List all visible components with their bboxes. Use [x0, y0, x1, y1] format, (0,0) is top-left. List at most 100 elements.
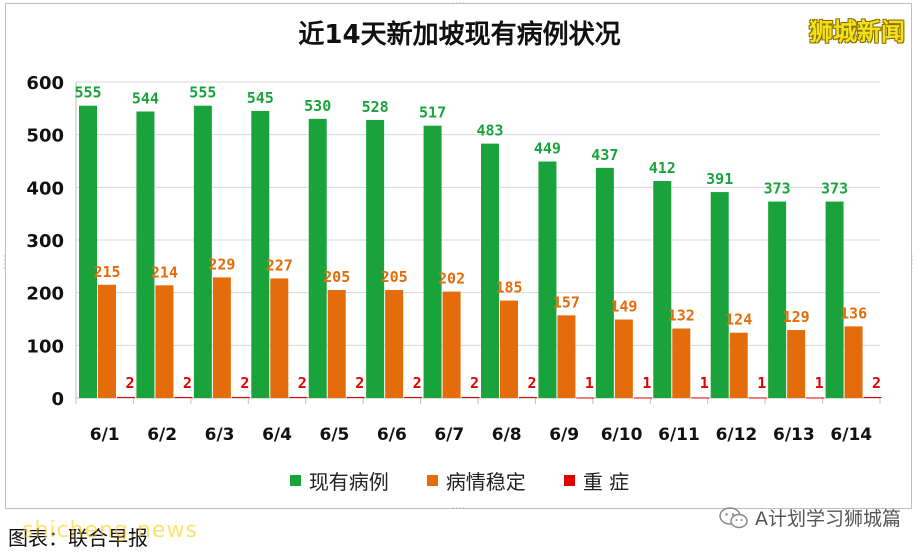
data-label-stable: 124 [725, 311, 752, 329]
bar-stable [787, 330, 806, 398]
y-tick-label: 500 [26, 126, 64, 147]
data-label-active: 517 [419, 104, 446, 122]
bar-stable [672, 328, 691, 398]
data-label-stable: 205 [381, 268, 408, 286]
bar-stable [212, 277, 231, 398]
data-label-stable: 229 [208, 255, 235, 273]
y-tick-label: 0 [51, 389, 64, 410]
x-tick-label: 6/8 [492, 425, 522, 445]
bar-active [366, 119, 385, 399]
bar-active [136, 111, 155, 398]
data-label-stable: 149 [610, 298, 637, 316]
legend-label-stable: 病情稳定 [445, 470, 526, 494]
data-label-critical: 2 [413, 374, 422, 392]
x-tick-label: 6/12 [716, 425, 758, 445]
bar-critical [633, 397, 652, 399]
x-tick-label: 6/4 [262, 425, 292, 445]
data-label-active: 483 [476, 122, 503, 140]
x-tick-label: 6/9 [549, 425, 579, 445]
x-tick-label: 6/11 [658, 425, 700, 445]
resize-handle-top[interactable]: ···· [451, 0, 467, 8]
data-label-stable: 214 [151, 263, 178, 281]
bar-stable [442, 291, 461, 398]
data-label-active: 555 [74, 84, 101, 102]
data-label-critical: 2 [125, 374, 134, 392]
x-tick-label: 6/13 [773, 425, 815, 445]
data-label-critical: 2 [470, 374, 479, 392]
bar-active [538, 161, 557, 398]
bar-critical [174, 396, 193, 398]
wechat-icon [719, 506, 748, 528]
bar-critical [691, 397, 710, 399]
data-label-active: 391 [706, 170, 733, 188]
chart-legend: 现有病例 病情稳定 重 症 [0, 466, 919, 495]
data-label-critical: 1 [815, 374, 824, 392]
bar-active [308, 118, 327, 398]
bar-active [251, 110, 270, 398]
y-tick-label: 200 [26, 284, 64, 305]
chart-title: 近14天新加坡现有病例状况 [298, 20, 621, 50]
legend-swatch-stable [426, 475, 438, 486]
legend-item-stable: 病情稳定 [426, 466, 526, 495]
x-tick-label: 6/10 [601, 425, 643, 445]
figure-caption: 图表：联合早报 [8, 526, 148, 550]
brand-label: A计划学习狮城篇 [755, 508, 901, 530]
data-label-critical: 1 [585, 374, 594, 392]
bar-critical [346, 396, 365, 398]
data-label-critical: 2 [527, 374, 536, 392]
data-label-critical: 2 [298, 374, 307, 392]
x-tick-label: 6/3 [205, 425, 235, 445]
bar-stable [844, 326, 863, 398]
legend-label-critical: 重 症 [582, 470, 630, 494]
data-label-critical: 1 [700, 374, 709, 392]
bar-active [595, 167, 614, 398]
legend-item-active: 现有病例 [289, 466, 389, 495]
bar-critical [404, 396, 423, 398]
legend-swatch-active [289, 475, 301, 486]
bar-stable [385, 290, 404, 398]
x-tick-label: 6/1 [90, 425, 120, 445]
bar-stable [155, 285, 174, 398]
site-watermark: shicheng.news [22, 518, 198, 543]
bar-active [193, 105, 212, 398]
data-label-critical: 2 [240, 374, 249, 392]
legend-item-critical: 重 症 [563, 466, 630, 495]
legend-label-active: 现有病例 [308, 470, 389, 494]
x-tick-label: 6/2 [147, 425, 177, 445]
x-tick-label: 6/6 [377, 425, 407, 445]
data-label-stable: 227 [266, 256, 293, 274]
data-label-critical: 2 [872, 374, 881, 392]
data-label-active: 544 [132, 89, 159, 107]
data-label-active: 437 [591, 146, 618, 164]
bar-active [653, 181, 672, 398]
data-label-stable: 215 [93, 263, 120, 281]
data-label-critical: 1 [757, 374, 766, 392]
x-tick-label: 6/14 [830, 425, 872, 445]
bar-stable [270, 278, 289, 398]
data-label-stable: 205 [323, 268, 350, 286]
bar-active [423, 125, 442, 399]
bar-critical [576, 397, 595, 399]
y-tick-label: 300 [26, 231, 64, 252]
data-label-stable: 129 [783, 308, 810, 326]
resize-handle-right[interactable]: · · · · [910, 252, 915, 273]
bar-critical [863, 396, 882, 398]
resize-handle-bottom[interactable]: ···· [451, 504, 467, 513]
data-label-active: 373 [821, 180, 848, 198]
bar-critical [231, 396, 250, 398]
y-tick-label: 400 [26, 178, 64, 199]
bar-stable [557, 315, 576, 398]
data-label-stable: 157 [553, 293, 580, 311]
data-label-stable: 202 [438, 270, 465, 288]
legend-swatch-critical [563, 475, 575, 486]
bar-stable [729, 332, 748, 398]
resize-handle-left[interactable]: · · · · [2, 252, 7, 273]
x-tick-label: 6/5 [319, 425, 349, 445]
data-label-stable: 132 [668, 306, 695, 324]
data-label-critical: 2 [355, 374, 364, 392]
data-label-active: 449 [534, 140, 561, 158]
bar-stable [614, 319, 633, 398]
chart-frame [5, 3, 912, 509]
bar-stable [327, 290, 346, 398]
